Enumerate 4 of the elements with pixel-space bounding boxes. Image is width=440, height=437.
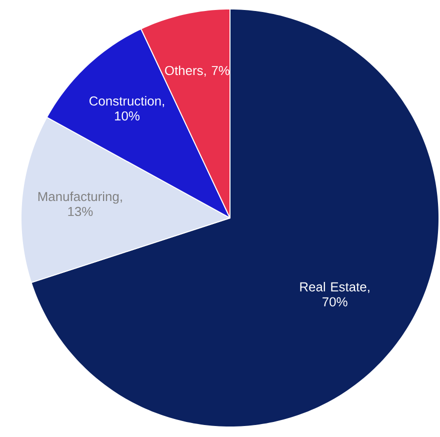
data-label: , 7% bbox=[204, 66, 230, 77]
slice-label: Real Estate bbox=[300, 282, 366, 292]
slice-label: Others bbox=[165, 66, 203, 76]
slice-label: Construction bbox=[90, 96, 161, 106]
